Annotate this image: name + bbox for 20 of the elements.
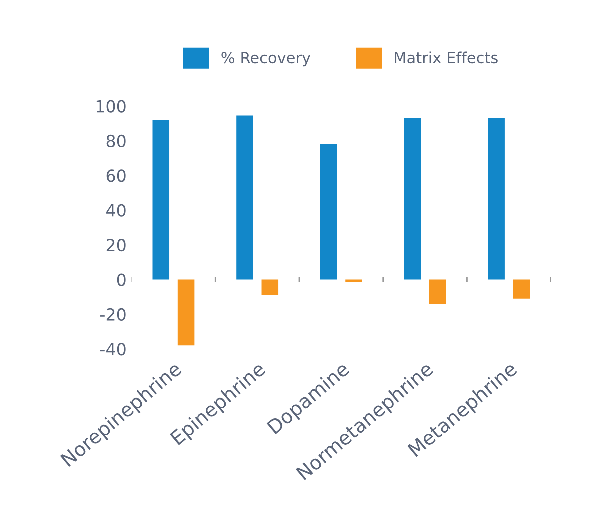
y-tick-label: -40 (100, 343, 126, 356)
bar (320, 144, 338, 280)
y-tick-label: 0 (117, 274, 126, 286)
bar (262, 280, 279, 296)
y-tick-label: 100 (96, 100, 126, 113)
y-tick-label: 60 (106, 170, 126, 182)
legend-label: % Recovery (222, 52, 311, 67)
legend-label: Matrix Effects (395, 52, 498, 64)
y-tick-label: -20 (100, 308, 126, 322)
y-tick-label: 80 (106, 134, 126, 148)
y-tick-label: 40 (106, 204, 126, 217)
bar (429, 280, 446, 304)
bar (346, 280, 362, 282)
y-tick-label: 20 (106, 239, 126, 252)
bar (513, 280, 530, 299)
bar (152, 120, 170, 280)
bar (236, 116, 254, 280)
bar (178, 280, 195, 346)
bar (488, 118, 505, 280)
bar (404, 118, 422, 280)
